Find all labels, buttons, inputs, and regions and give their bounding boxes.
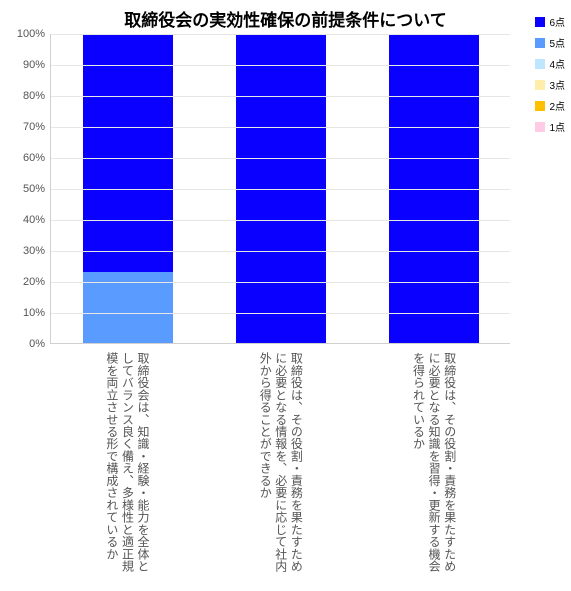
x-tick-label: 取締役は、その役割・責務を果たすために必要となる知識を習得・更新する機会を得られ… [388, 352, 478, 582]
legend-label: 2点 [549, 98, 565, 113]
y-tick-label: 50% [23, 183, 51, 195]
chart-title: 取締役会の実効性確保の前提条件について [0, 6, 571, 31]
x-axis-labels: 取締役会は、知識・経験・能力を全体としてバランス良く備え、多様性と適正規模を両立… [50, 352, 510, 582]
gridline [51, 282, 510, 283]
legend-label: 4点 [549, 56, 565, 71]
gridline [51, 65, 510, 66]
y-tick-label: 10% [23, 307, 51, 319]
legend-swatch [535, 80, 545, 90]
legend-label: 5点 [549, 35, 565, 50]
gridline [51, 96, 510, 97]
x-tick-label: 取締役会は、知識・経験・能力を全体としてバランス良く備え、多様性と適正規模を両立… [82, 352, 172, 582]
y-tick-label: 30% [23, 245, 51, 257]
y-tick-label: 40% [23, 214, 51, 226]
legend-item: 2点 [535, 98, 565, 113]
bar-segment [83, 34, 173, 272]
legend-item: 4点 [535, 56, 565, 71]
legend-item: 3点 [535, 77, 565, 92]
chart-container: 取締役会の実効性確保の前提条件について 6点5点4点3点2点1点 0%10%20… [0, 0, 571, 591]
legend-item: 6点 [535, 14, 565, 29]
legend-swatch [535, 101, 545, 111]
legend-label: 1点 [549, 119, 565, 134]
x-tick-label: 取締役は、その役割・責務を果たすために必要となる情報を、必要に応じて社内外から得… [235, 352, 325, 582]
y-tick-label: 100% [17, 28, 51, 40]
y-tick-label: 20% [23, 276, 51, 288]
gridline [51, 127, 510, 128]
legend-swatch [535, 122, 545, 132]
gridline [51, 220, 510, 221]
legend-item: 1点 [535, 119, 565, 134]
legend: 6点 5点 4点 3点 2点 1点 [535, 14, 565, 134]
y-tick-label: 70% [23, 121, 51, 133]
legend-label: 6点 [549, 14, 565, 29]
y-tick-label: 60% [23, 152, 51, 164]
gridline [51, 313, 510, 314]
legend-swatch [535, 17, 545, 27]
legend-swatch [535, 59, 545, 69]
y-tick-label: 0% [29, 338, 51, 350]
y-tick-label: 80% [23, 90, 51, 102]
gridline [51, 189, 510, 190]
legend-label: 3点 [549, 77, 565, 92]
legend-item: 5点 [535, 35, 565, 50]
plot-area: 0%10%20%30%40%50%60%70%80%90%100% [50, 34, 510, 344]
gridline [51, 158, 510, 159]
legend-swatch [535, 38, 545, 48]
y-tick-label: 90% [23, 59, 51, 71]
gridline [51, 34, 510, 35]
gridline [51, 251, 510, 252]
